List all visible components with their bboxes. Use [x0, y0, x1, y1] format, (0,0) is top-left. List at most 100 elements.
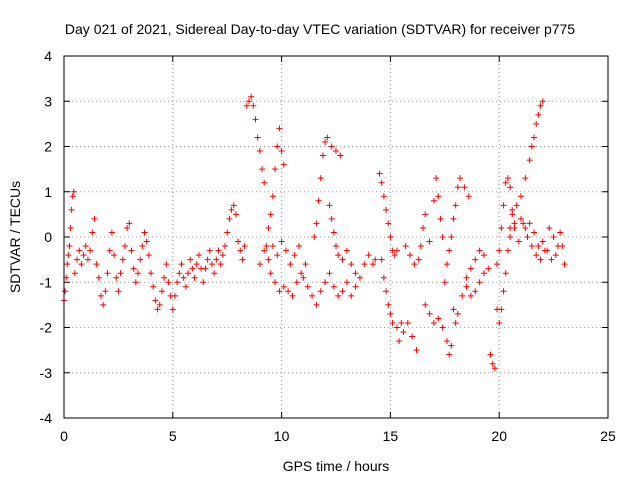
- data-point: [383, 206, 390, 213]
- data-point: [348, 292, 355, 299]
- data-point: [130, 265, 137, 272]
- data-point: [511, 224, 518, 231]
- data-point: [548, 256, 555, 263]
- x-tick-label: 0: [60, 428, 68, 444]
- chart-title: Day 021 of 2021, Sidereal Day-to-day VTE…: [65, 21, 575, 37]
- data-point: [213, 256, 220, 263]
- data-point: [274, 252, 281, 259]
- grid-lines: [64, 56, 608, 418]
- data-point: [259, 166, 266, 173]
- x-tick-label: 5: [169, 428, 177, 444]
- data-point: [261, 247, 268, 254]
- data-point: [559, 243, 566, 250]
- data-point: [206, 247, 213, 254]
- x-axis-label: GPS time / hours: [283, 458, 390, 474]
- data-point: [84, 256, 91, 263]
- data-point: [448, 342, 455, 349]
- data-point: [300, 274, 307, 281]
- data-point: [89, 229, 96, 236]
- data-point: [74, 256, 81, 263]
- data-point: [324, 134, 331, 141]
- data-point: [65, 252, 72, 259]
- data-point: [322, 279, 329, 286]
- data-point: [80, 252, 87, 259]
- data-point: [248, 93, 255, 100]
- data-point: [191, 274, 198, 281]
- data-point: [387, 310, 394, 317]
- data-point: [302, 261, 309, 268]
- data-point: [71, 270, 78, 277]
- data-point: [232, 211, 239, 218]
- data-point: [91, 215, 98, 222]
- data-point: [356, 274, 363, 281]
- data-point: [385, 301, 392, 308]
- data-point: [326, 202, 333, 209]
- y-tick-label: 4: [44, 48, 52, 64]
- data-point: [128, 247, 135, 254]
- data-point: [526, 157, 533, 164]
- data-point: [111, 252, 118, 259]
- data-point: [82, 243, 89, 250]
- data-point: [298, 270, 305, 277]
- data-point: [267, 211, 274, 218]
- data-point: [76, 247, 83, 254]
- data-point: [391, 252, 398, 259]
- data-point: [476, 279, 483, 286]
- data-point: [496, 247, 503, 254]
- data-point: [500, 202, 507, 209]
- data-point: [528, 143, 535, 150]
- data-point: [413, 347, 420, 354]
- y-tick-label: 0: [44, 229, 52, 245]
- data-point: [95, 274, 102, 281]
- data-point: [494, 261, 501, 268]
- data-point: [498, 306, 505, 313]
- data-point: [404, 319, 411, 326]
- data-point: [435, 193, 442, 200]
- data-point: [278, 148, 285, 155]
- data-point: [182, 283, 189, 290]
- data-point: [461, 184, 468, 191]
- data-point: [537, 102, 544, 109]
- data-point: [163, 261, 170, 268]
- data-point: [376, 170, 383, 177]
- data-point: [446, 247, 453, 254]
- data-point: [557, 229, 564, 236]
- x-tick-label: 20: [491, 428, 507, 444]
- data-point: [393, 247, 400, 254]
- data-point: [317, 288, 324, 295]
- data-point: [420, 224, 427, 231]
- data-point: [100, 301, 107, 308]
- data-point: [165, 279, 172, 286]
- data-point: [280, 161, 287, 168]
- data-point: [406, 252, 413, 259]
- data-point: [422, 301, 429, 308]
- data-point: [443, 261, 450, 268]
- data-point: [380, 193, 387, 200]
- data-point: [204, 256, 211, 263]
- data-point: [119, 256, 126, 263]
- data-point: [178, 261, 185, 268]
- data-point: [417, 243, 424, 250]
- y-axis-label: SDTVAR / TECUs: [7, 181, 23, 293]
- data-point: [243, 102, 250, 109]
- data-point: [463, 283, 470, 290]
- data-point: [496, 319, 503, 326]
- data-point: [115, 288, 122, 295]
- data-point: [535, 243, 542, 250]
- data-point: [113, 274, 120, 281]
- data-point: [64, 261, 71, 268]
- data-point: [148, 270, 155, 277]
- data-point: [465, 193, 472, 200]
- data-point: [62, 288, 69, 295]
- data-point: [291, 252, 298, 259]
- data-point: [274, 143, 281, 150]
- data-point: [533, 120, 540, 127]
- data-point: [156, 301, 163, 308]
- data-point: [500, 288, 507, 295]
- data-point: [68, 206, 75, 213]
- data-point: [333, 243, 339, 250]
- data-point: [265, 224, 272, 231]
- data-point: [104, 270, 111, 277]
- data-point: [124, 224, 131, 231]
- data-point: [517, 215, 524, 222]
